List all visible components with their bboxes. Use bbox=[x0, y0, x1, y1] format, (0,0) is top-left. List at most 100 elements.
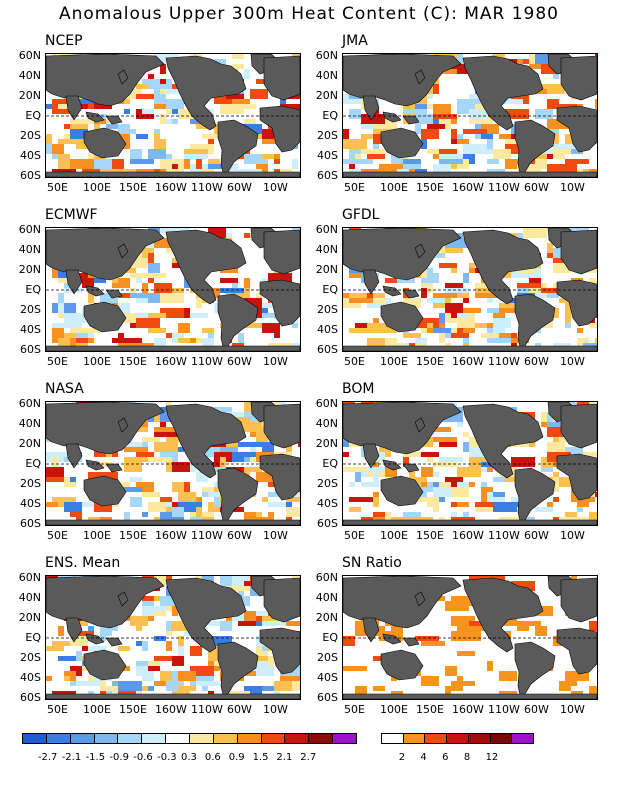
anomaly-cell bbox=[154, 576, 166, 586]
x-tick-label: 100E bbox=[83, 703, 111, 716]
anomaly-cell bbox=[499, 303, 523, 308]
land-mass bbox=[263, 229, 300, 275]
colorbar-swatch bbox=[117, 733, 143, 744]
land-mass bbox=[46, 345, 300, 351]
x-tick-label: 110W bbox=[488, 355, 520, 368]
anomaly-cell bbox=[481, 497, 487, 502]
anomaly-cell bbox=[232, 104, 256, 109]
anomaly-cell bbox=[535, 54, 559, 64]
anomaly-cell bbox=[433, 164, 451, 174]
anomaly-cell bbox=[154, 412, 160, 422]
land-mass bbox=[414, 69, 426, 85]
anomaly-cell bbox=[82, 169, 100, 174]
anomaly-cell bbox=[553, 472, 559, 477]
anomaly-cell bbox=[535, 626, 547, 636]
anomaly-cell bbox=[70, 636, 88, 646]
land-mass bbox=[259, 627, 300, 675]
anomaly-cell bbox=[292, 159, 298, 169]
land-mass bbox=[263, 577, 300, 623]
anomaly-cell bbox=[463, 144, 487, 154]
anomaly-cell bbox=[385, 338, 397, 348]
land-mass bbox=[217, 467, 259, 525]
x-tick-label: 50E bbox=[344, 703, 365, 716]
colorbar-label: 2.7 bbox=[300, 752, 317, 763]
y-tick-label: 20N bbox=[315, 89, 338, 102]
y-tick-label: EQ bbox=[25, 631, 41, 644]
anomaly-cell bbox=[553, 343, 571, 348]
colorbar-label: 1.5 bbox=[252, 752, 269, 763]
anomaly-cell bbox=[385, 467, 397, 477]
anomaly-cell bbox=[511, 457, 535, 467]
anomaly-cell bbox=[70, 512, 82, 517]
anomaly-cell bbox=[100, 462, 112, 467]
anomaly-cell bbox=[499, 671, 517, 681]
anomaly-cell bbox=[160, 422, 166, 427]
anomaly-cell bbox=[553, 263, 571, 273]
anomaly-cell bbox=[367, 323, 379, 333]
anomaly-cell bbox=[343, 452, 349, 457]
anomaly-cell bbox=[499, 616, 517, 626]
anomaly-cell bbox=[142, 512, 148, 517]
x-tick-label: 160W bbox=[155, 703, 187, 716]
anomaly-cell bbox=[487, 114, 493, 124]
anomaly-cell bbox=[367, 298, 385, 303]
x-tick-label: 50E bbox=[47, 355, 68, 368]
anomaly-cell bbox=[142, 641, 148, 651]
x-tick-label: 10W bbox=[263, 529, 288, 542]
anomaly-cell bbox=[349, 482, 355, 487]
anomaly-cell bbox=[64, 313, 88, 323]
land-mass bbox=[343, 576, 462, 629]
anomaly-cell bbox=[154, 238, 178, 248]
anomaly-cell bbox=[124, 462, 142, 472]
anomaly-cell bbox=[433, 507, 439, 512]
anomaly-cell bbox=[445, 248, 463, 253]
anomaly-cell bbox=[118, 487, 142, 492]
anomaly-cell bbox=[481, 119, 487, 124]
anomaly-cell bbox=[46, 144, 52, 154]
y-tick-label: 20S bbox=[20, 477, 41, 490]
anomaly-cell bbox=[112, 278, 130, 288]
anomaly-cell bbox=[286, 447, 292, 452]
x-tick-label: 160W bbox=[155, 181, 187, 194]
anomaly-cell bbox=[457, 54, 463, 64]
land-mass bbox=[165, 577, 247, 653]
y-tick-label: EQ bbox=[25, 283, 41, 296]
anomaly-cell bbox=[100, 169, 112, 174]
y-tick-label: 20N bbox=[18, 263, 41, 276]
colorbar-label: -0.6 bbox=[133, 752, 153, 763]
anomaly-cell bbox=[172, 686, 196, 691]
anomaly-cell bbox=[451, 596, 475, 601]
anomaly-cell bbox=[100, 626, 112, 636]
anomaly-cell bbox=[70, 681, 76, 686]
x-tick-label: 160W bbox=[452, 181, 484, 194]
y-tick-label: 40N bbox=[315, 69, 338, 82]
anomaly-cell bbox=[160, 293, 184, 303]
sn-colorbar bbox=[381, 733, 534, 746]
anomaly-cell bbox=[70, 477, 76, 482]
anomaly-cell bbox=[76, 338, 94, 343]
anomaly-cell bbox=[262, 442, 274, 452]
y-tick-label: 40N bbox=[18, 417, 41, 430]
colorbar-label: 12 bbox=[485, 752, 499, 763]
anomaly-cell bbox=[190, 666, 214, 676]
anomaly-cell bbox=[214, 124, 220, 134]
anomaly-cell bbox=[397, 169, 415, 174]
anomaly-cell bbox=[487, 308, 499, 313]
anomaly-cell bbox=[547, 412, 553, 422]
anomaly-cell bbox=[166, 89, 190, 94]
anomaly-cell bbox=[439, 412, 463, 422]
anomaly-cell bbox=[52, 457, 58, 467]
anomaly-cell bbox=[421, 273, 439, 283]
colorbar-label: 2 bbox=[398, 752, 406, 763]
anomaly-cell bbox=[349, 293, 367, 298]
anomaly-cell bbox=[445, 686, 451, 696]
land-mass bbox=[83, 127, 127, 159]
x-tick-label: 100E bbox=[83, 529, 111, 542]
anomaly-cell bbox=[439, 313, 445, 323]
y-tick-label: EQ bbox=[25, 109, 41, 122]
y-tick-label: 20S bbox=[20, 129, 41, 142]
anomaly-cell bbox=[190, 338, 196, 343]
anomaly-cell bbox=[178, 323, 190, 333]
anomaly-cell bbox=[268, 512, 274, 522]
anomaly-cell bbox=[451, 487, 469, 497]
